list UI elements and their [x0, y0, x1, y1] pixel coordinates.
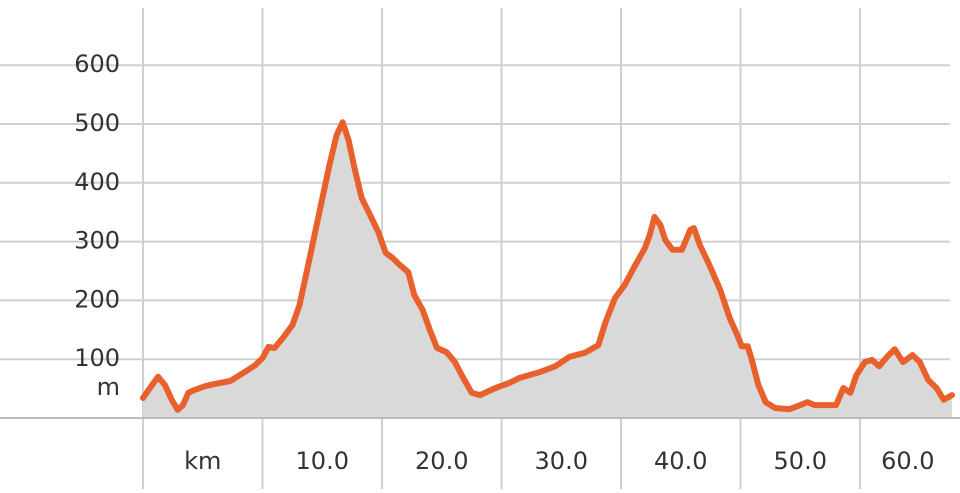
y-tick-label: 400	[74, 168, 120, 196]
y-tick-label: 300	[74, 227, 120, 255]
x-tick-label: km	[184, 447, 221, 475]
x-tick-label: 30.0	[535, 447, 588, 475]
y-tick-label: 200	[74, 285, 120, 313]
y-unit: m	[97, 373, 120, 401]
elevation-line	[140, 119, 955, 413]
x-tick-label: 20.0	[415, 447, 468, 475]
x-tick-label: 10.0	[296, 447, 349, 475]
x-tick-label: 60.0	[881, 447, 934, 475]
y-tick-label: 500	[74, 109, 120, 137]
x-tick-label: 50.0	[774, 447, 827, 475]
x-tick-label: 40.0	[654, 447, 707, 475]
y-tick-label: 600	[74, 50, 120, 78]
y-tick-label: 100	[74, 344, 120, 372]
area-fill	[143, 122, 952, 418]
